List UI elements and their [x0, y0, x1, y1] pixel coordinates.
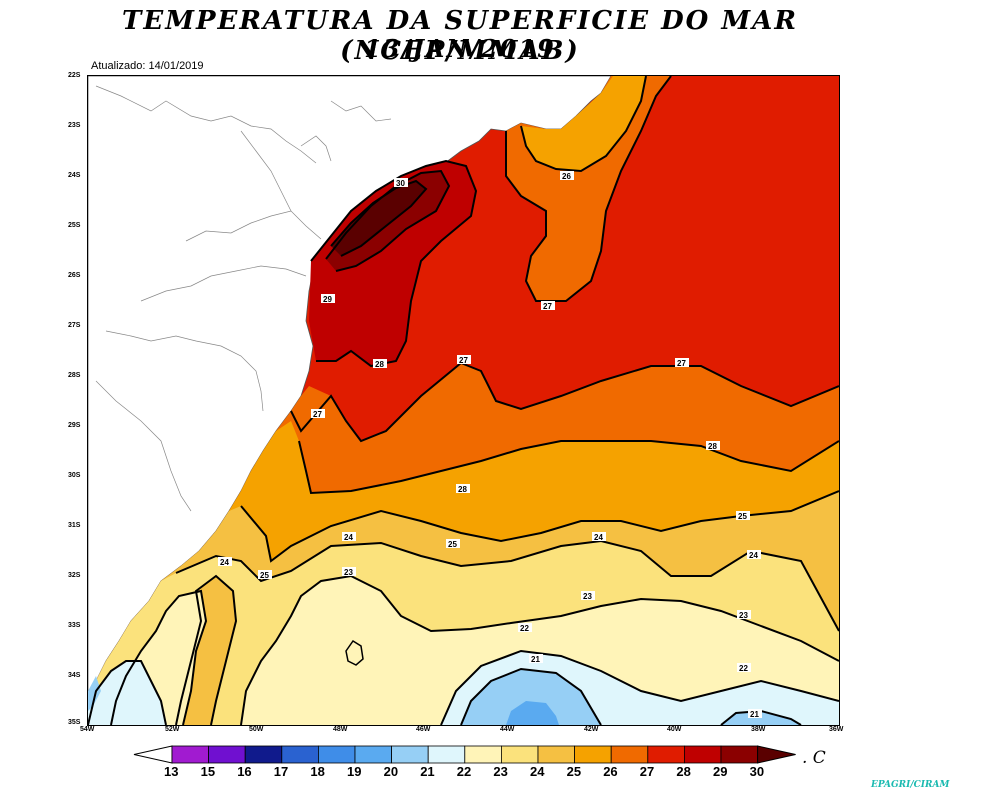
colorbar-cell — [610, 745, 649, 764]
contour-label: 23 — [344, 568, 353, 577]
lon-label: 44W — [500, 726, 515, 733]
colorbar-label: 28 — [676, 764, 691, 779]
colorbar-cell — [500, 745, 539, 764]
contour-label: 28 — [458, 485, 467, 494]
colorbar-cell — [391, 745, 429, 764]
colorbar-cell — [208, 745, 246, 764]
lon-label: 40W — [667, 726, 682, 733]
colorbar-cell — [537, 745, 575, 764]
contour-label: 25 — [260, 571, 269, 580]
colorbar-label: 19 — [347, 764, 362, 779]
contour-label: 30 — [396, 179, 405, 188]
sst-map: 30 29 28 28 28 27 27 27 27 26 25 25 25 2… — [87, 75, 840, 726]
colorbar-label: 27 — [639, 764, 655, 779]
contour-label: 26 — [562, 172, 571, 181]
lat-label: 30S — [68, 472, 81, 479]
contour-label: 24 — [344, 533, 353, 542]
colorbar-cell — [574, 745, 612, 764]
sea-region-30-plus — [331, 181, 426, 256]
colorbar-label: 30 — [749, 764, 765, 779]
contour-label: 27 — [459, 356, 468, 365]
contour-label: 23 — [739, 611, 748, 620]
lat-label: 33S — [68, 622, 81, 629]
colorbar-label: 17 — [273, 764, 289, 779]
lon-label: 46W — [416, 726, 431, 733]
lon-label: 48W — [333, 726, 348, 733]
colorbar-label: 24 — [530, 764, 545, 779]
colorbar-cell — [720, 745, 758, 764]
land-borders — [95, 85, 392, 512]
contour-label: 24 — [594, 533, 603, 542]
contour-label: 22 — [739, 664, 748, 673]
colorbar-cell — [684, 745, 722, 764]
colorbar-label: 22 — [456, 764, 472, 779]
map-date: 13/JAN/2019 — [364, 34, 556, 63]
contour-label: 22 — [520, 624, 529, 633]
sst-map-svg: 30 29 28 28 28 27 27 27 27 26 25 25 25 2… — [88, 76, 839, 725]
contour-label: 28 — [375, 360, 384, 369]
lon-label: 36W — [829, 726, 844, 733]
contour-lines — [88, 76, 839, 725]
lat-label: 28S — [68, 372, 81, 379]
colorbar-cells — [133, 745, 796, 764]
colorbar-label: 16 — [237, 764, 252, 779]
contour-label: 24 — [749, 551, 758, 560]
contour-label: 23 — [583, 592, 592, 601]
unit-label: . C — [802, 748, 826, 768]
colorbar-label: 29 — [713, 764, 728, 779]
contour-label: 25 — [738, 512, 747, 521]
lat-label: 29S — [68, 422, 81, 429]
sea-region-25-26-north — [521, 76, 646, 171]
credit-label: EPAGRI/CIRAM — [871, 780, 950, 790]
contour-label: 21 — [531, 655, 540, 664]
sea-island-22 — [345, 639, 364, 666]
lat-label: 32S — [68, 572, 81, 579]
lat-label: 22S — [68, 72, 81, 79]
lon-label: 38W — [751, 726, 766, 733]
lat-label: 31S — [68, 522, 81, 529]
colorbar-cell — [647, 745, 685, 764]
colorbar-label: 23 — [493, 764, 508, 779]
colorbar-cell — [427, 745, 466, 764]
colorbar-cell — [244, 745, 283, 764]
lon-label: 54W — [80, 726, 95, 733]
contour-label: 27 — [543, 302, 552, 311]
contour-label: 27 — [313, 410, 322, 419]
colorbar-cell — [354, 745, 392, 764]
lat-label: 24S — [68, 172, 81, 179]
colorbar-label: 21 — [420, 764, 435, 779]
colorbar-cell — [281, 745, 319, 764]
lon-label: 50W — [249, 726, 264, 733]
contour-label: 24 — [220, 558, 229, 567]
lat-label: 35S — [68, 719, 81, 726]
colorbar-label: 15 — [200, 764, 216, 779]
map-title: TEMPERATURA DA SUPERFICIE DO MAR (NCEP/M… — [122, 6, 798, 66]
contour-labels: 30 29 28 28 28 27 27 27 27 26 25 25 25 2… — [218, 171, 762, 719]
colorbar-label: 20 — [383, 764, 399, 779]
updated-date: Atualizado: 14/01/2019 — [91, 60, 204, 72]
lat-label: 27S — [68, 322, 81, 329]
lat-label: 34S — [68, 672, 81, 679]
lat-label: 26S — [68, 272, 81, 279]
contour-label: 29 — [323, 295, 332, 304]
contour-label: 28 — [708, 442, 717, 451]
sea-region-21-22 — [88, 651, 839, 725]
colorbar-arrow-low — [133, 745, 173, 764]
colorbar-label: 13 — [164, 764, 179, 779]
contour-label: 25 — [448, 540, 457, 549]
lat-label: 25S — [68, 222, 81, 229]
lon-label: 42W — [584, 726, 599, 733]
colorbar-arrow-high — [757, 745, 796, 764]
colorbar-label: 18 — [310, 764, 325, 779]
colorbar-cell — [464, 745, 502, 764]
lat-label: 23S — [68, 122, 81, 129]
contour-label: 21 — [750, 710, 759, 719]
sea-region-19-20 — [506, 701, 559, 725]
colorbar-label: 25 — [566, 764, 582, 779]
lon-label: 52W — [165, 726, 180, 733]
contour-label: 27 — [677, 359, 686, 368]
colorbar-cell — [171, 745, 209, 764]
colorbar-label: 26 — [603, 764, 618, 779]
colorbar-cell — [317, 745, 356, 764]
